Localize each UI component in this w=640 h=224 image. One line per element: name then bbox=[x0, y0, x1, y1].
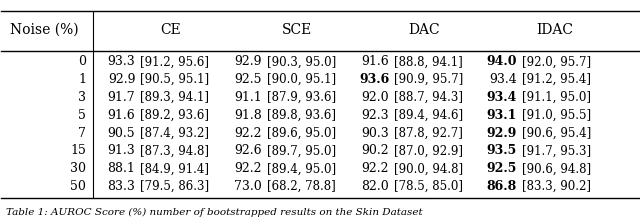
Text: 92.3: 92.3 bbox=[362, 109, 389, 122]
Text: IDAC: IDAC bbox=[536, 23, 573, 37]
Text: [89.4, 94.6]: [89.4, 94.6] bbox=[394, 109, 463, 122]
Text: [87.0, 92.9]: [87.0, 92.9] bbox=[394, 144, 463, 157]
Text: 92.2: 92.2 bbox=[234, 127, 262, 140]
Text: 93.5: 93.5 bbox=[486, 144, 517, 157]
Text: 82.0: 82.0 bbox=[362, 180, 389, 193]
Text: 92.2: 92.2 bbox=[234, 162, 262, 175]
Text: [88.8, 94.1]: [88.8, 94.1] bbox=[394, 55, 463, 68]
Text: [89.7, 95.0]: [89.7, 95.0] bbox=[267, 144, 336, 157]
Text: [87.8, 92.7]: [87.8, 92.7] bbox=[394, 127, 463, 140]
Text: 88.1: 88.1 bbox=[108, 162, 135, 175]
Text: [91.7, 95.3]: [91.7, 95.3] bbox=[522, 144, 591, 157]
Text: 92.5: 92.5 bbox=[234, 73, 262, 86]
Text: 92.9: 92.9 bbox=[108, 73, 135, 86]
Text: [88.7, 94.3]: [88.7, 94.3] bbox=[394, 91, 463, 104]
Text: Table 1: AUROC Score (%) number of bootstrapped results on the Skin Dataset: Table 1: AUROC Score (%) number of boots… bbox=[6, 208, 423, 217]
Text: 73.0: 73.0 bbox=[234, 180, 262, 193]
Text: 93.6: 93.6 bbox=[359, 73, 389, 86]
Text: [91.0, 95.5]: [91.0, 95.5] bbox=[522, 109, 591, 122]
Text: [91.2, 95.6]: [91.2, 95.6] bbox=[140, 55, 209, 68]
Text: 91.8: 91.8 bbox=[234, 109, 262, 122]
Text: 92.6: 92.6 bbox=[234, 144, 262, 157]
Text: 92.2: 92.2 bbox=[362, 162, 389, 175]
Text: [87.4, 93.2]: [87.4, 93.2] bbox=[140, 127, 209, 140]
Text: 7: 7 bbox=[78, 127, 86, 140]
Text: [91.2, 95.4]: [91.2, 95.4] bbox=[522, 73, 591, 86]
Text: 90.3: 90.3 bbox=[362, 127, 389, 140]
Text: 91.1: 91.1 bbox=[234, 91, 262, 104]
Text: 91.7: 91.7 bbox=[108, 91, 135, 104]
Text: 1: 1 bbox=[78, 73, 86, 86]
Text: [68.2, 78.8]: [68.2, 78.8] bbox=[267, 180, 335, 193]
Text: [90.5, 95.1]: [90.5, 95.1] bbox=[140, 73, 209, 86]
Text: [87.9, 93.6]: [87.9, 93.6] bbox=[267, 91, 336, 104]
Text: [90.9, 95.7]: [90.9, 95.7] bbox=[394, 73, 463, 86]
Text: [89.3, 94.1]: [89.3, 94.1] bbox=[140, 91, 209, 104]
Text: [90.0, 94.8]: [90.0, 94.8] bbox=[394, 162, 463, 175]
Text: [90.0, 95.1]: [90.0, 95.1] bbox=[267, 73, 336, 86]
Text: 94.0: 94.0 bbox=[486, 55, 517, 68]
Text: 83.3: 83.3 bbox=[108, 180, 135, 193]
Text: [79.5, 86.3]: [79.5, 86.3] bbox=[140, 180, 209, 193]
Text: 90.5: 90.5 bbox=[108, 127, 135, 140]
Text: 92.9: 92.9 bbox=[234, 55, 262, 68]
Text: 5: 5 bbox=[78, 109, 86, 122]
Text: [92.0, 95.7]: [92.0, 95.7] bbox=[522, 55, 591, 68]
Text: DAC: DAC bbox=[408, 23, 440, 37]
Text: [87.3, 94.8]: [87.3, 94.8] bbox=[140, 144, 209, 157]
Text: 15: 15 bbox=[70, 144, 86, 157]
Text: [90.6, 95.4]: [90.6, 95.4] bbox=[522, 127, 591, 140]
Text: SCE: SCE bbox=[282, 23, 312, 37]
Text: [78.5, 85.0]: [78.5, 85.0] bbox=[394, 180, 463, 193]
Text: 93.4: 93.4 bbox=[486, 91, 517, 104]
Text: Noise (%): Noise (%) bbox=[10, 23, 79, 37]
Text: 92.0: 92.0 bbox=[362, 91, 389, 104]
Text: [91.1, 95.0]: [91.1, 95.0] bbox=[522, 91, 591, 104]
Text: 90.2: 90.2 bbox=[362, 144, 389, 157]
Text: 3: 3 bbox=[78, 91, 86, 104]
Text: 86.8: 86.8 bbox=[486, 180, 517, 193]
Text: [89.4, 95.0]: [89.4, 95.0] bbox=[267, 162, 336, 175]
Text: 50: 50 bbox=[70, 180, 86, 193]
Text: 92.9: 92.9 bbox=[486, 127, 517, 140]
Text: [90.6, 94.8]: [90.6, 94.8] bbox=[522, 162, 591, 175]
Text: 93.4: 93.4 bbox=[489, 73, 517, 86]
Text: 91.6: 91.6 bbox=[362, 55, 389, 68]
Text: 30: 30 bbox=[70, 162, 86, 175]
Text: 91.6: 91.6 bbox=[108, 109, 135, 122]
Text: [89.8, 93.6]: [89.8, 93.6] bbox=[267, 109, 336, 122]
Text: [90.3, 95.0]: [90.3, 95.0] bbox=[267, 55, 336, 68]
Text: [89.6, 95.0]: [89.6, 95.0] bbox=[267, 127, 336, 140]
Text: [89.2, 93.6]: [89.2, 93.6] bbox=[140, 109, 209, 122]
Text: 91.3: 91.3 bbox=[108, 144, 135, 157]
Text: [83.3, 90.2]: [83.3, 90.2] bbox=[522, 180, 591, 193]
Text: 93.1: 93.1 bbox=[486, 109, 517, 122]
Text: 93.3: 93.3 bbox=[108, 55, 135, 68]
Text: [84.9, 91.4]: [84.9, 91.4] bbox=[140, 162, 209, 175]
Text: 0: 0 bbox=[78, 55, 86, 68]
Text: CE: CE bbox=[160, 23, 180, 37]
Text: 92.5: 92.5 bbox=[486, 162, 517, 175]
